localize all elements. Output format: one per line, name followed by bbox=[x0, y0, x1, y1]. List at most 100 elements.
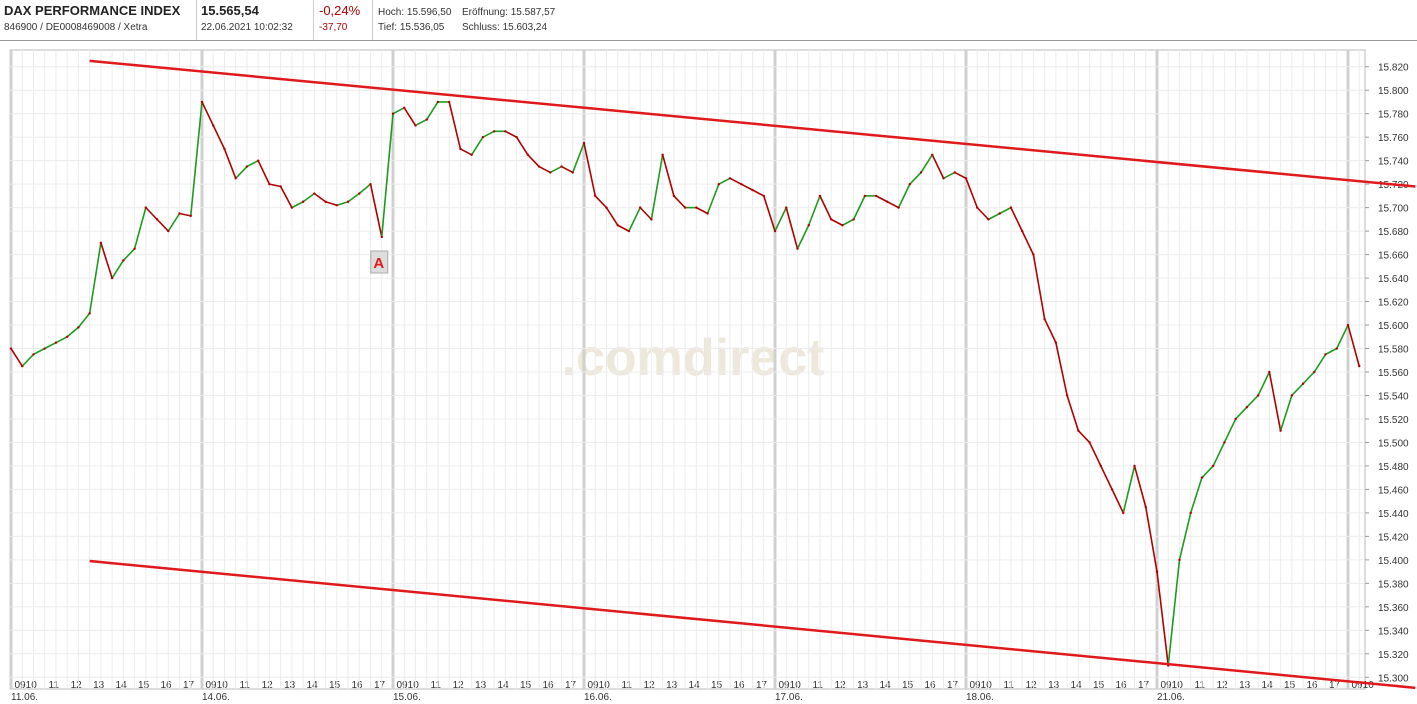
x-tick-label: 17 bbox=[374, 680, 386, 691]
price-segment bbox=[415, 118, 428, 127]
x-tick-label: 10 bbox=[1172, 680, 1184, 691]
price-point bbox=[223, 147, 226, 151]
price-segment bbox=[943, 171, 956, 179]
price-point bbox=[863, 194, 867, 198]
price-point bbox=[1223, 441, 1226, 444]
price-point bbox=[1110, 488, 1114, 491]
price-segment bbox=[617, 224, 630, 232]
price-point bbox=[717, 182, 721, 186]
price-segment bbox=[1325, 347, 1338, 356]
price-segment bbox=[830, 218, 843, 226]
price-segment bbox=[145, 207, 158, 220]
price-point bbox=[549, 171, 552, 174]
date-label: 11.06. bbox=[11, 692, 38, 703]
price-point bbox=[976, 206, 979, 209]
price-segment bbox=[897, 183, 911, 208]
price-point bbox=[200, 100, 204, 104]
price-point bbox=[874, 194, 878, 198]
price-point bbox=[751, 188, 754, 192]
price-segment bbox=[167, 213, 181, 232]
price-point bbox=[1245, 406, 1249, 409]
price-point bbox=[1268, 370, 1271, 374]
price-point bbox=[762, 194, 765, 198]
x-tick-label: 15 bbox=[1284, 680, 1296, 691]
y-tick-label: 15.480 bbox=[1378, 462, 1409, 473]
price-segment bbox=[325, 200, 338, 207]
price-segment bbox=[1088, 442, 1102, 467]
price-point bbox=[414, 124, 417, 127]
price-point bbox=[1234, 417, 1237, 421]
price-point bbox=[481, 135, 485, 139]
x-tick-label: 11 bbox=[622, 680, 633, 691]
price-segment bbox=[33, 347, 46, 356]
price-point bbox=[301, 200, 305, 203]
price-point bbox=[1290, 394, 1294, 397]
price-segment bbox=[269, 183, 281, 188]
x-tick-label: 12 bbox=[644, 680, 656, 691]
price-segment bbox=[1178, 512, 1192, 561]
price-point bbox=[515, 135, 518, 139]
price-point bbox=[1133, 464, 1136, 468]
y-tick-label: 15.380 bbox=[1378, 579, 1409, 590]
price-segment bbox=[886, 201, 899, 209]
x-tick-label: 13 bbox=[857, 680, 869, 691]
price-segment bbox=[785, 207, 799, 249]
price-point bbox=[841, 224, 844, 227]
price-segment bbox=[1223, 418, 1237, 443]
price-point bbox=[526, 153, 530, 156]
x-tick-label: 10 bbox=[599, 680, 611, 691]
y-tick-label: 15.800 bbox=[1378, 86, 1409, 97]
price-segment bbox=[1055, 342, 1068, 396]
price-point bbox=[897, 206, 900, 209]
x-tick-label: 16 bbox=[733, 680, 745, 691]
price-segment bbox=[470, 136, 484, 156]
price-point bbox=[470, 153, 473, 156]
price-segment bbox=[999, 206, 1012, 215]
price-segment bbox=[909, 171, 922, 185]
x-tick-label: 17 bbox=[947, 680, 959, 691]
date-label: 14.06. bbox=[202, 692, 230, 703]
price-segment bbox=[1235, 406, 1248, 420]
price-segment bbox=[257, 160, 271, 185]
y-tick-label: 15.660 bbox=[1378, 251, 1409, 262]
price-point bbox=[650, 218, 653, 221]
y-tick-label: 15.440 bbox=[1378, 509, 1409, 520]
x-tick-label: 14 bbox=[689, 680, 701, 691]
price-segment bbox=[561, 165, 574, 174]
x-tick-label: 13 bbox=[666, 680, 678, 691]
price-segment bbox=[988, 212, 1001, 221]
price-segment bbox=[976, 207, 990, 220]
price-point bbox=[77, 326, 80, 329]
x-tick-label: 15 bbox=[329, 680, 341, 691]
price-point bbox=[380, 235, 383, 239]
y-tick-label: 15.820 bbox=[1378, 63, 1409, 74]
x-tick-label: 12 bbox=[1217, 680, 1229, 691]
watermark: .comdirect bbox=[562, 329, 825, 387]
y-tick-label: 15.420 bbox=[1378, 532, 1409, 543]
price-point bbox=[886, 200, 889, 203]
price-point bbox=[167, 229, 170, 233]
price-segment bbox=[1156, 571, 1170, 666]
change-pct: -0,24% bbox=[319, 3, 361, 18]
price-segment bbox=[729, 177, 742, 185]
price-point bbox=[43, 347, 46, 350]
price-segment bbox=[538, 165, 551, 174]
price-point bbox=[537, 165, 541, 168]
change-abs: -37,70 bbox=[319, 22, 348, 33]
price-segment bbox=[572, 142, 585, 173]
x-tick-label: 15 bbox=[902, 680, 914, 691]
price-segment bbox=[1111, 489, 1125, 514]
price-segment bbox=[1279, 395, 1293, 431]
x-tick-label: 16 bbox=[351, 680, 363, 691]
high: Hoch: 15.596,50 bbox=[378, 7, 452, 18]
x-tick-label: 17 bbox=[565, 680, 577, 691]
price-segment bbox=[661, 154, 675, 197]
price-segment bbox=[1010, 207, 1023, 232]
y-tick-label: 15.620 bbox=[1378, 298, 1409, 309]
price-point bbox=[706, 212, 709, 215]
price-point bbox=[155, 218, 159, 221]
x-tick-label: 11 bbox=[49, 680, 60, 691]
price-segment bbox=[1189, 477, 1203, 514]
price-segment bbox=[549, 165, 562, 174]
price-segment bbox=[954, 171, 967, 179]
